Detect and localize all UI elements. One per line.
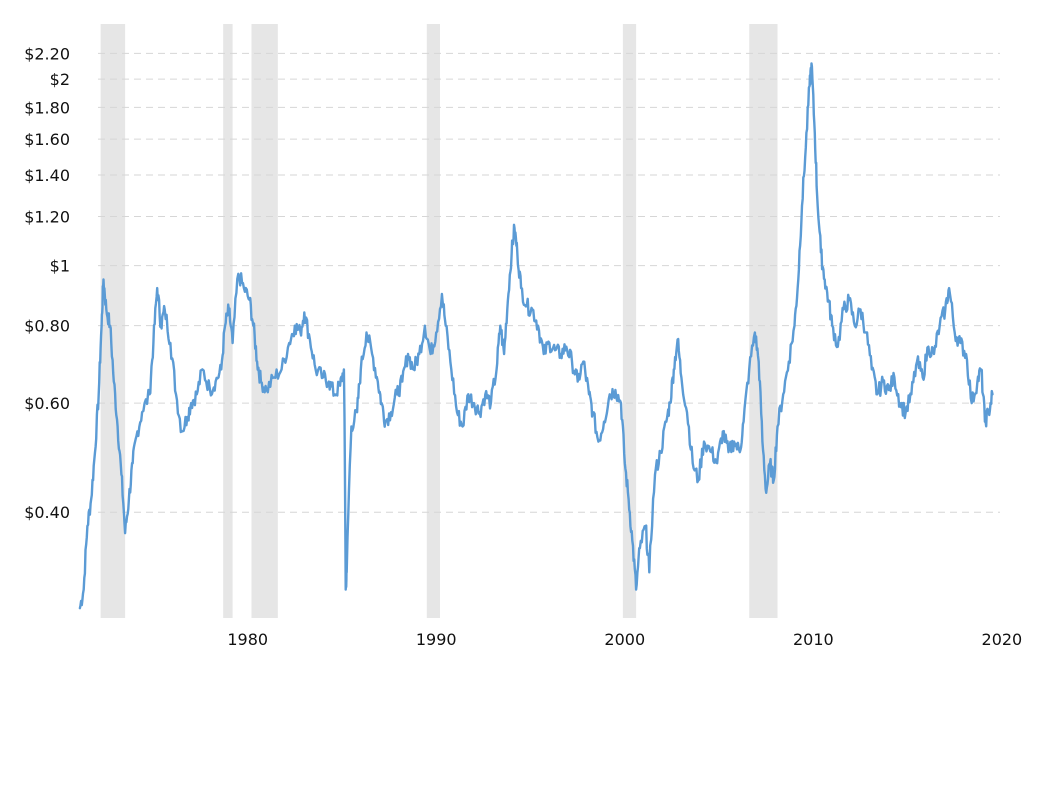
shaded-period-2: [251, 24, 278, 618]
y-tick-label: $1.20: [24, 208, 70, 227]
x-axis: 1980 1990 2000 2010 2020: [227, 630, 1022, 649]
shaded-period-3: [426, 24, 441, 618]
x-tick-label: 2000: [604, 630, 645, 649]
shaded-period-5: [749, 24, 778, 618]
plot-series: [78, 62, 994, 610]
x-tick-label: 1980: [227, 630, 268, 649]
y-tick-label: $2: [50, 70, 70, 89]
shaded-period-0: [100, 24, 126, 618]
y-tick-label: $1.60: [24, 130, 70, 149]
horizontal-gridlines: [98, 52, 1000, 513]
x-tick-label: 2020: [982, 630, 1023, 649]
y-tick-label: $0.40: [24, 503, 70, 522]
y-tick-label: $1: [50, 257, 70, 276]
series-line-0: [78, 62, 994, 610]
shaded-period-1: [223, 24, 233, 618]
y-tick-label: $0.60: [24, 394, 70, 413]
shaded-period-4: [622, 24, 637, 618]
y-tick-label: $2.20: [24, 44, 70, 63]
y-tick-label: $1.80: [24, 98, 70, 117]
shaded-periods: [100, 24, 778, 618]
y-axis: $2.20 $2 $1.80 $1.60 $1.40 $1.20 $1 $0.80 $0.60 $…: [24, 44, 70, 522]
x-tick-label: 2010: [793, 630, 834, 649]
y-tick-label: $1.40: [24, 166, 70, 185]
y-tick-label: $0.80: [24, 317, 70, 336]
x-tick-label: 1990: [416, 630, 457, 649]
